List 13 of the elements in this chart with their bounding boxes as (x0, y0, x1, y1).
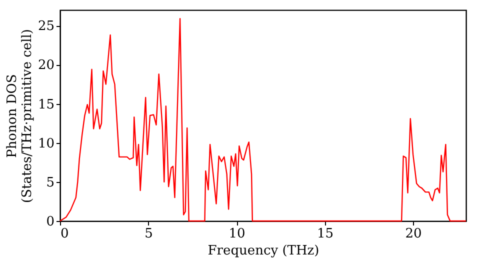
y-tick-label: 5 (46, 175, 54, 190)
x-axis-title: Frequency (THz) (208, 244, 320, 258)
y-axis-title: Phonon DOS (States/THz·primitive cell) (4, 28, 35, 204)
y-tick-label: 15 (38, 97, 54, 112)
y-tick-label: 10 (38, 136, 54, 152)
y-tick-label: 25 (38, 19, 54, 34)
x-tick-label: 0 (60, 226, 69, 242)
x-tick-label: 15 (317, 226, 334, 242)
x-tick-label: 10 (228, 226, 246, 242)
x-tick-label: 5 (144, 226, 153, 242)
y-tick-label: 20 (38, 58, 54, 74)
y-tick-label: 0 (46, 214, 54, 230)
x-tick-label: 20 (405, 226, 422, 242)
